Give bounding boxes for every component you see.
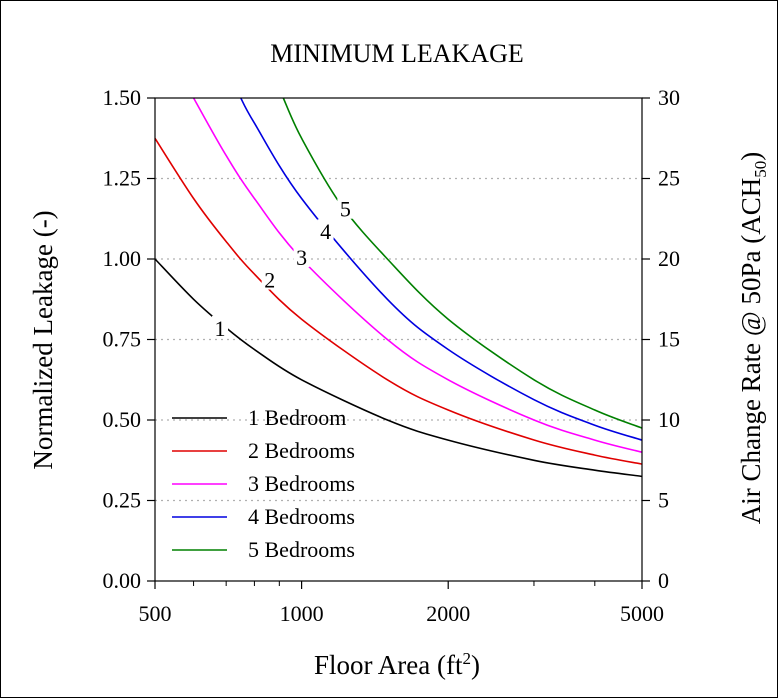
y-right-tick-label: 20	[658, 246, 680, 271]
axis-ticks: 0.000.250.500.751.001.251.50051015202530…	[103, 85, 681, 626]
series-line	[282, 97, 643, 429]
x-axis-label-superscript: 2	[462, 649, 471, 668]
x-tick-label: 1000	[280, 601, 324, 626]
y-left-tick-label: 0.75	[103, 327, 142, 352]
x-axis-label: Floor Area (ft2)	[314, 649, 480, 680]
series-line	[154, 137, 643, 465]
y-left-tick-label: 0.50	[103, 407, 142, 432]
legend-item-label: 2 Bedrooms	[248, 438, 355, 463]
y-right-tick-label: 25	[658, 166, 680, 191]
y-left-tick-label: 0.00	[103, 568, 142, 593]
y-right-tick-label: 0	[658, 568, 669, 593]
x-tick-label: 5000	[620, 601, 664, 626]
curve-label-background	[337, 196, 354, 219]
gridlines	[155, 177, 642, 502]
y-left-tick-label: 1.25	[103, 166, 142, 191]
curve-label: 4	[320, 219, 331, 244]
curve-label-background	[317, 219, 334, 242]
x-axis-label-close: )	[471, 650, 480, 680]
y-right-tick-label: 30	[658, 85, 680, 110]
series-line	[154, 258, 643, 478]
left-y-axis-label: Normalized Leakage (-)	[28, 210, 58, 469]
curve-label: 3	[296, 245, 307, 270]
legend-item-label: 3 Bedrooms	[248, 471, 355, 496]
x-tick-label: 2000	[426, 601, 470, 626]
right-y-axis-label: Air Change Rate @ 50Pa (ACH50)	[736, 152, 770, 525]
y-left-tick-label: 1.00	[103, 246, 142, 271]
curve-label-background	[293, 245, 310, 267]
curve-label-background	[261, 267, 278, 290]
series-line	[192, 97, 643, 453]
x-tick-label: 500	[139, 601, 172, 626]
right-y-axis-label-subscript: 50	[751, 161, 770, 178]
curve-label: 5	[340, 197, 351, 222]
legend-item-label: 1 Bedroom	[248, 405, 346, 430]
y-right-tick-label: 5	[658, 488, 669, 513]
right-y-axis-label-close: )	[736, 152, 766, 161]
chart-title: MINIMUM LEAKAGE	[270, 39, 523, 68]
y-right-tick-label: 10	[658, 407, 680, 432]
legend-item-label: 5 Bedrooms	[248, 537, 355, 562]
y-right-tick-label: 15	[658, 327, 680, 352]
curve-label: 1	[215, 316, 226, 341]
series-line	[240, 97, 643, 441]
curve-label: 2	[264, 268, 275, 293]
y-left-tick-label: 1.50	[103, 85, 142, 110]
curve-label-background	[212, 315, 229, 338]
legend-item-label: 4 Bedrooms	[248, 504, 355, 529]
legend: 1 Bedroom 2 Bedrooms 3 Bedrooms 4 Bedrooms 5…	[172, 405, 355, 562]
y-left-tick-label: 0.25	[103, 488, 142, 513]
